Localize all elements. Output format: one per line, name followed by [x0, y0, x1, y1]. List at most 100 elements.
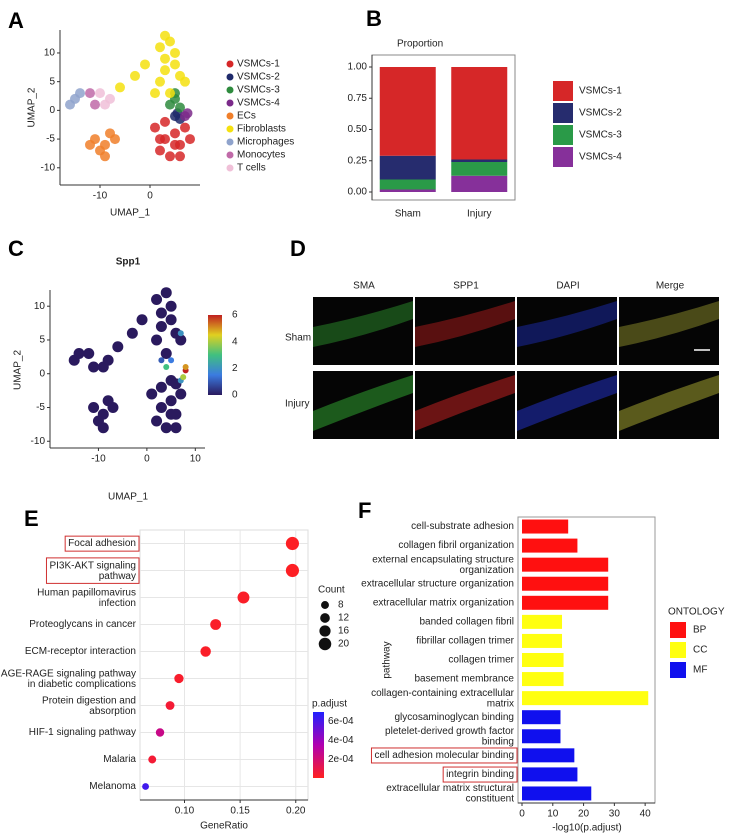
text-line: organization: [460, 565, 514, 576]
cell-point: [160, 347, 172, 359]
cell-point: [155, 76, 165, 87]
cell-point: [170, 422, 182, 434]
y-axis-title: pathway: [382, 641, 393, 678]
bar-segment: [451, 162, 508, 176]
cell-point: [126, 327, 138, 339]
cell-point: [165, 408, 177, 420]
tissue-band: [619, 301, 719, 347]
tissue-band: [415, 375, 515, 431]
cell-point: [151, 293, 163, 305]
legend-label: VSMCs-4: [237, 98, 280, 109]
legend-swatch: [226, 99, 234, 107]
category-label: collagen fibril organization: [398, 540, 514, 551]
category-label: collagen-containing extracellular matrix: [371, 688, 515, 710]
y-tick-label: -5: [46, 134, 55, 145]
bar: [522, 729, 561, 744]
cell-point: [95, 88, 105, 99]
column-label: SMA: [353, 281, 375, 292]
cell-point: [90, 99, 100, 110]
y-tick-label: 5: [39, 335, 45, 346]
category-label: Protein digestion and absorption: [42, 695, 136, 717]
legend-swatch: [670, 662, 686, 678]
y-tick-label: 5: [49, 76, 55, 87]
y-tick-label: 0.25: [348, 155, 368, 166]
legend-label: VSMCs-3: [237, 85, 280, 96]
panel-letter: B: [366, 6, 382, 31]
y-tick-label: 0.50: [348, 124, 368, 135]
bar: [522, 614, 563, 629]
y-axis-title: UMAP_2: [13, 350, 24, 390]
y-axis-title: UMAP_2: [27, 87, 38, 127]
cell-point: [155, 320, 167, 332]
legend-swatch: [670, 622, 686, 638]
tissue-band: [313, 375, 413, 431]
legend-swatch: [226, 151, 234, 159]
text-line: pletelet-derived growth factor: [385, 726, 515, 737]
x-axis-title: UMAP_1: [110, 208, 150, 219]
bar: [522, 519, 569, 534]
legend-swatch: [226, 86, 234, 94]
micrograph: [415, 297, 515, 365]
colorbar-label: 4e-04: [328, 735, 354, 746]
category-label: Malaria: [103, 754, 136, 765]
size-legend-label: 12: [338, 613, 350, 624]
cell-point: [73, 347, 85, 359]
legend-label: CC: [693, 645, 707, 656]
text-line: external encapsulating structure: [372, 554, 514, 565]
y-tick-label: 0: [49, 105, 55, 116]
legend-swatch: [226, 138, 234, 146]
micrograph: [619, 297, 719, 365]
cell-point: [165, 314, 177, 326]
colorbar-label: 6: [232, 310, 238, 321]
bar: [522, 691, 649, 706]
cell-point: [165, 151, 175, 162]
legend-label: T cells: [237, 163, 266, 174]
x-tick-label: -10: [93, 191, 108, 202]
bar: [522, 633, 563, 648]
cell-point: [105, 93, 115, 104]
y-tick-label: 0.00: [348, 187, 368, 198]
bar: [522, 576, 609, 591]
category-label: cell-substrate adhesion: [411, 521, 514, 532]
cell-point: [175, 388, 187, 400]
cell-point: [165, 300, 177, 312]
cell-point: [85, 88, 95, 99]
bar: [522, 595, 609, 610]
cell-point: [88, 361, 100, 373]
category-label: ECM-receptor interaction: [25, 646, 136, 657]
cell-point: [168, 357, 175, 364]
text-line: infection: [99, 597, 136, 608]
bar-segment: [379, 67, 436, 156]
panel-letter: F: [358, 498, 371, 523]
category-label: HIF-1 signaling pathway: [29, 727, 136, 738]
dot: [142, 783, 149, 790]
legend-label: VSMCs-3: [579, 130, 622, 141]
cell-point: [155, 307, 167, 319]
cell-point: [160, 30, 170, 41]
legend-label: Monocytes: [237, 150, 285, 161]
cell-point: [155, 401, 167, 413]
legend-label: Fibroblasts: [237, 124, 286, 135]
dot: [165, 701, 175, 710]
highlight-box: [64, 535, 140, 552]
legend-label: VSMCs-1: [237, 59, 280, 70]
text-line: AGE-RAGE signaling pathway: [1, 668, 136, 679]
bar: [522, 767, 578, 782]
dot: [174, 673, 184, 684]
y-tick-label: 10: [34, 301, 46, 312]
cell-point: [83, 347, 95, 359]
category-label: integrin binding: [446, 769, 514, 780]
size-legend-dot: [320, 613, 330, 623]
size-legend-dot: [321, 601, 329, 609]
x-tick-label: 0: [519, 809, 525, 820]
panel-letter: D: [290, 236, 306, 261]
cell-point: [110, 134, 120, 145]
dot: [155, 728, 165, 737]
colorbar-label: 2: [232, 363, 238, 374]
legend-title: ONTOLOGY: [668, 607, 725, 618]
y-tick-label: 10: [44, 48, 56, 59]
x-tick-label: 40: [640, 809, 652, 820]
tissue-band: [517, 375, 617, 431]
cell-point: [102, 354, 114, 366]
